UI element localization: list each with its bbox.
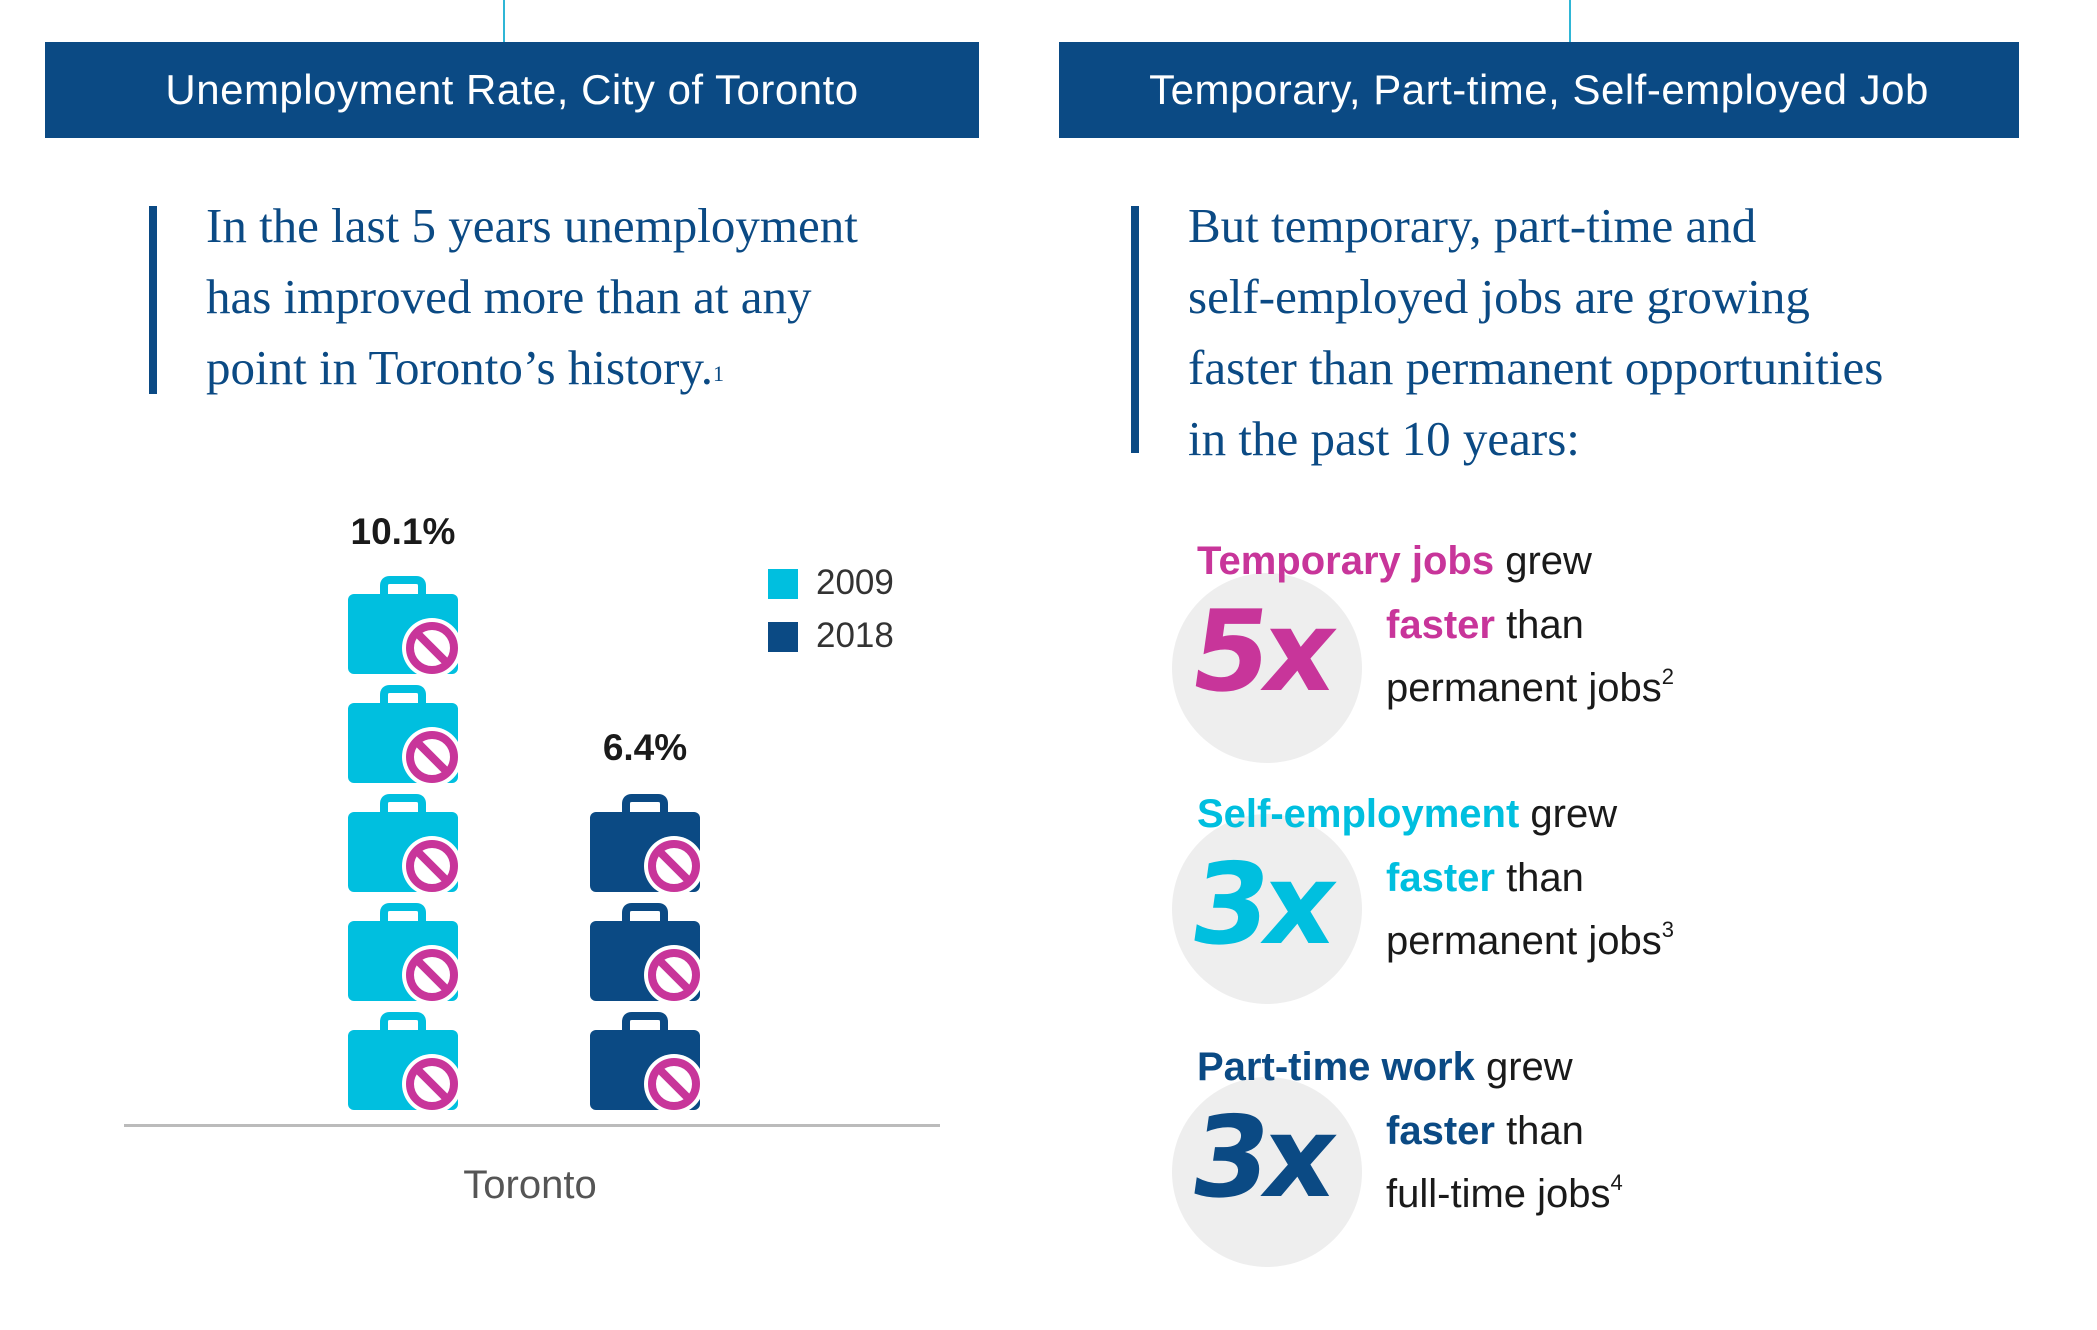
stat-title-self-employment: Self-employment grew — [1197, 792, 1617, 837]
left-connector-line — [503, 0, 505, 42]
stat-circle — [1172, 573, 1362, 763]
stat-line2-self-employment: faster than — [1386, 856, 1584, 901]
right-quote-line-4: in the past 10 years: — [1188, 411, 1580, 466]
stat-than-temporary: than — [1494, 603, 1584, 647]
stat-than-self-employment: than — [1494, 856, 1584, 900]
multiplier-part-time: 3x — [1182, 1093, 1340, 1223]
stat-line3-part-time: full-time jobs4 — [1386, 1170, 1623, 1217]
stat-footnote-part-time: 4 — [1610, 1170, 1623, 1195]
left-quote-line-2: has improved more than at any — [206, 269, 812, 324]
left-quote: In the last 5 years unemployment has imp… — [206, 190, 858, 403]
data-label-2009: 10.1% — [350, 511, 456, 552]
right-header: Temporary, Part-time, Self-employed Job — [1059, 42, 2019, 138]
stat-line3-self-employment: permanent jobs3 — [1386, 917, 1674, 964]
right-connector-line — [1569, 0, 1571, 42]
stat-comparison-self-employment: permanent jobs — [1386, 919, 1662, 963]
legend-swatch-2018 — [768, 622, 798, 652]
right-quote-bar — [1131, 206, 1139, 453]
stat-line2-part-time: faster than — [1386, 1109, 1584, 1154]
briefcase-icon-2018-1 — [590, 1012, 704, 1112]
stat-faster-part-time: faster — [1386, 1109, 1495, 1153]
right-quote-line-2: self-employed jobs are growing — [1188, 269, 1810, 324]
left-quote-line-1: In the last 5 years unemployment — [206, 198, 858, 253]
legend-swatch-2009 — [768, 569, 798, 599]
stat-comparison-part-time: full-time jobs — [1386, 1172, 1611, 1216]
stat-strong-part-time: Part-time work — [1197, 1045, 1475, 1089]
stat-title-rest-temporary: grew — [1494, 539, 1592, 583]
stat-circle — [1172, 814, 1362, 1004]
stat-than-part-time: than — [1494, 1109, 1584, 1153]
stat-footnote-temporary: 2 — [1661, 664, 1674, 689]
left-quote-bar — [149, 206, 157, 394]
stat-circle — [1172, 1077, 1362, 1267]
stat-comparison-temporary: permanent jobs — [1386, 666, 1662, 710]
x-category-label: Toronto — [463, 1163, 597, 1207]
left-quote-line-3: point in Toronto’s history.1 — [206, 332, 858, 403]
right-quote: But temporary, part-time and self-employ… — [1188, 190, 1883, 474]
stat-line2-temporary: faster than — [1386, 603, 1584, 648]
stat-strong-self-employment: Self-employment — [1197, 792, 1520, 836]
briefcase-icon-2009-5 — [348, 576, 462, 676]
stat-faster-self-employment: faster — [1386, 856, 1495, 900]
stat-title-rest-self-employment: grew — [1519, 792, 1618, 836]
legend-label-2018: 2018 — [816, 616, 894, 655]
stat-line3-temporary: permanent jobs2 — [1386, 664, 1674, 711]
left-quote-footnote: 1 — [713, 361, 725, 386]
multiplier-temporary: 5x — [1182, 587, 1340, 717]
stat-footnote-self-employment: 3 — [1661, 917, 1674, 942]
right-quote-line-1: But temporary, part-time and — [1188, 198, 1757, 253]
briefcase-icon-2009-2 — [348, 903, 462, 1003]
legend-label-2009: 2009 — [816, 563, 894, 602]
right-quote-line-3: faster than permanent opportunities — [1188, 340, 1884, 395]
left-header: Unemployment Rate, City of Toronto — [45, 42, 979, 138]
x-axis-line — [124, 1124, 940, 1127]
briefcase-icon-2018-2 — [590, 903, 704, 1003]
briefcase-icon-2009-4 — [348, 685, 462, 785]
briefcase-icon-2018-3 — [590, 794, 704, 894]
briefcase-icon-2009-3 — [348, 794, 462, 894]
stat-title-temporary: Temporary jobs grew — [1197, 539, 1592, 584]
briefcase-icon-2009-1 — [348, 1012, 462, 1112]
stat-title-part-time: Part-time work grew — [1197, 1045, 1573, 1090]
data-label-2018: 6.4% — [602, 727, 688, 768]
left-quote-line-3-text: point in Toronto’s history. — [206, 340, 714, 395]
multiplier-self-employment: 3x — [1182, 840, 1340, 970]
stat-faster-temporary: faster — [1386, 603, 1495, 647]
stat-title-rest-part-time: grew — [1474, 1045, 1573, 1089]
stat-strong-temporary: Temporary jobs — [1197, 539, 1495, 583]
